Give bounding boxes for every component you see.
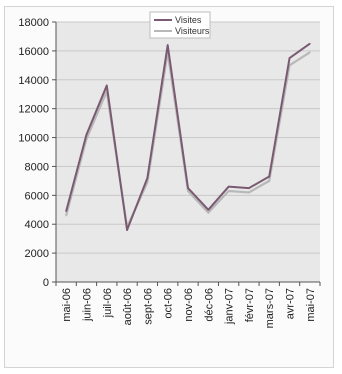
x-tick-label: mai-07 [305, 288, 317, 322]
y-tick-label: 0 [43, 277, 49, 289]
data-point [166, 44, 169, 46]
data-point [268, 180, 271, 182]
y-axis: 0 2000 4000 6000 8000 10000 12000 14000 16000 180… [18, 17, 57, 289]
x-tick-label: avr-07 [285, 288, 297, 319]
x-tick-label: oct-06 [163, 288, 175, 319]
y-tick-label: 2000 [25, 248, 49, 260]
data-point [187, 190, 189, 192]
x-tick-label: janv-07 [224, 288, 236, 325]
y-tick-label: 10000 [18, 133, 49, 145]
y-tick-label: 6000 [25, 190, 49, 202]
series-layer [65, 42, 311, 231]
plot-area [56, 22, 320, 282]
data-point [126, 229, 128, 231]
x-tick-label: mai-06 [61, 288, 73, 322]
x-tick-label: juin-06 [81, 288, 93, 322]
y-tick-label: 4000 [25, 219, 49, 231]
data-point [309, 51, 311, 54]
legend-label: Visites [175, 15, 202, 25]
data-point [85, 133, 88, 136]
x-tick-label: déc-06 [203, 288, 215, 322]
data-point [187, 187, 189, 189]
x-tick-label: août-06 [122, 288, 134, 325]
data-point [248, 191, 250, 194]
data-point [309, 42, 311, 45]
y-tick-label: 8000 [25, 161, 49, 173]
data-point [207, 208, 210, 211]
data-point [288, 57, 291, 59]
data-point [248, 187, 250, 189]
y-tick-label: 16000 [18, 46, 49, 58]
x-tick-label: juil-06 [102, 288, 114, 318]
data-point [268, 175, 271, 178]
x-tick-label: sept-06 [142, 288, 154, 325]
data-point [65, 210, 67, 213]
x-axis: mai-06 juin-06 juil-06 août-06 sept-06 oct-06… [55, 281, 321, 328]
x-tick-label: févr-07 [244, 288, 256, 322]
y-tick-label: 12000 [18, 104, 49, 116]
data-point [227, 190, 230, 192]
x-tick-label: nov-06 [183, 288, 195, 322]
data-point [65, 214, 67, 217]
data-point [207, 211, 210, 214]
y-tick-label: 14000 [18, 75, 49, 87]
x-tick-label: mars-07 [264, 288, 276, 328]
data-point [105, 84, 108, 87]
y-tick-label: 18000 [18, 17, 49, 29]
legend-box [149, 11, 211, 39]
data-point [227, 185, 230, 188]
legend-label: Visiteurs [175, 26, 210, 36]
data-point [146, 181, 149, 184]
data-point [146, 177, 149, 179]
